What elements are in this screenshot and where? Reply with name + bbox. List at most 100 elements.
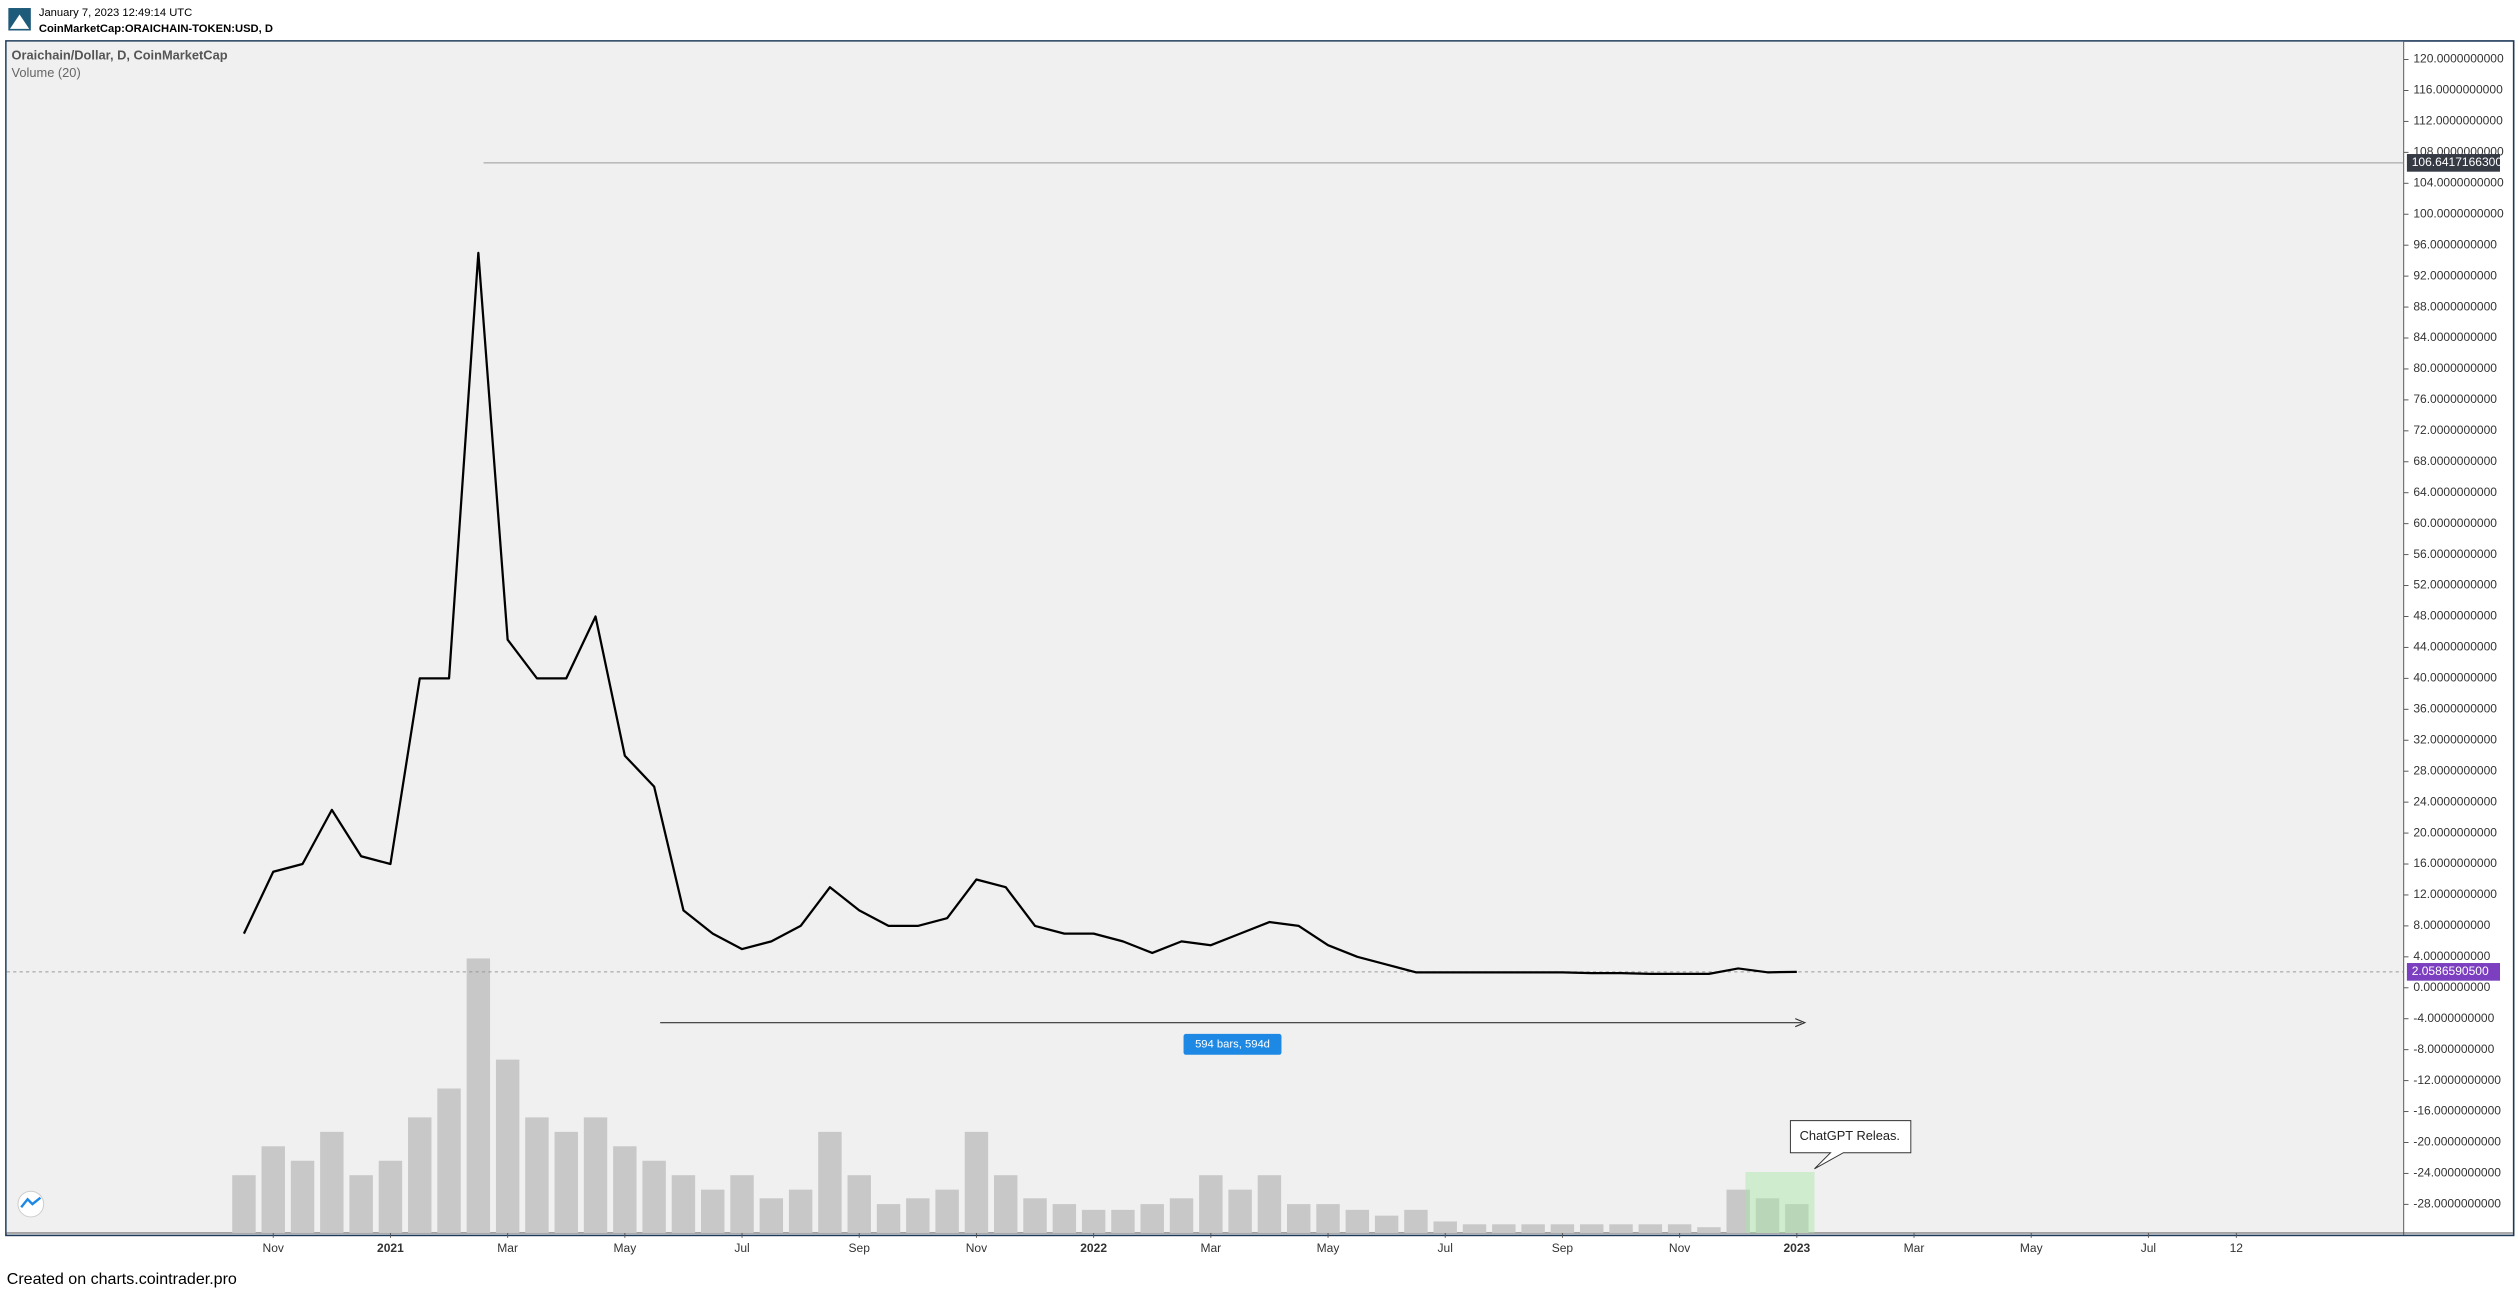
price-badge-text: 2.0586590500	[2412, 964, 2489, 978]
y-tick-label: 84.0000000000	[2413, 330, 2497, 344]
price-badge	[2406, 154, 2501, 172]
y-tick-label: 32.0000000000	[2413, 732, 2497, 746]
y-tick-label: 88.0000000000	[2413, 299, 2497, 313]
x-tick-label: Sep	[849, 1241, 871, 1255]
price-badge	[2406, 963, 2501, 981]
range-arrow-head	[1795, 1018, 1807, 1028]
volume-bar	[1052, 1204, 1077, 1233]
y-tick-label: 48.0000000000	[2413, 609, 2497, 623]
volume-pane	[232, 958, 1809, 1233]
y-tick-label: 16.0000000000	[2413, 856, 2497, 870]
volume-bar	[1462, 1224, 1487, 1233]
footer: Created on charts.cointrader.pro	[7, 1270, 237, 1288]
volume-bar	[1638, 1224, 1663, 1233]
x-tick-label: 2022	[1080, 1241, 1107, 1255]
volume-bar	[642, 1160, 666, 1233]
volume-bar	[1228, 1189, 1252, 1233]
y-tick-label: 24.0000000000	[2413, 794, 2497, 808]
y-tick-label: 76.0000000000	[2413, 392, 2497, 406]
volume-bar	[1667, 1224, 1692, 1233]
y-tick-label: 104.0000000000	[2413, 175, 2504, 189]
volume-bar	[1550, 1224, 1575, 1233]
y-tick-label: 8.0000000000	[2413, 918, 2490, 932]
volume-bar	[906, 1198, 930, 1233]
y-tick-label: -8.0000000000	[2413, 1042, 2494, 1056]
y-tick-label: 36.0000000000	[2413, 701, 2497, 715]
y-tick-label: 68.0000000000	[2413, 454, 2497, 468]
volume-bar	[994, 1175, 1018, 1233]
x-tick-label: Nov	[263, 1241, 284, 1255]
volume-bar	[495, 1059, 520, 1233]
volume-bar	[935, 1189, 959, 1233]
volume-bar	[1081, 1209, 1106, 1233]
x-tick-label: Mar	[1904, 1241, 1925, 1255]
volume-bar	[701, 1189, 725, 1233]
volume-bar	[1726, 1189, 1750, 1233]
y-tick-label: -16.0000000000	[2413, 1104, 2501, 1118]
x-tick-label: 2023	[1783, 1241, 1810, 1255]
volume-bar	[349, 1175, 373, 1233]
volume-bar	[1609, 1224, 1633, 1233]
volume-bar	[964, 1131, 989, 1233]
volume-bar	[788, 1189, 813, 1233]
logo	[8, 8, 31, 31]
volume-bar	[583, 1117, 608, 1233]
y-tick-label: 40.0000000000	[2413, 671, 2497, 685]
y-tick-label: 52.0000000000	[2413, 578, 2497, 592]
volume-bar	[378, 1160, 403, 1233]
y-tick-label: -20.0000000000	[2413, 1135, 2501, 1149]
volume-bar	[1199, 1175, 1223, 1233]
volume-bar	[1287, 1204, 1311, 1233]
y-tick-label: 12.0000000000	[2413, 887, 2497, 901]
y-tick-label: 28.0000000000	[2413, 763, 2497, 777]
volume-bar	[261, 1146, 285, 1233]
volume-bar	[466, 958, 491, 1233]
volume-bar	[818, 1131, 842, 1233]
y-tick-label: 60.0000000000	[2413, 516, 2497, 530]
volume-bar	[730, 1175, 754, 1233]
range-badge-text: 594 bars, 594d	[1195, 1038, 1270, 1050]
x-tick-label: May	[613, 1241, 636, 1255]
y-tick-label: 112.0000000000	[2413, 114, 2503, 128]
volume-bar	[1580, 1224, 1604, 1233]
x-tick-label: May	[1317, 1241, 1340, 1255]
chart-title: Oraichain/Dollar, D, CoinMarketCap	[12, 48, 228, 63]
volume-bar	[1697, 1227, 1721, 1233]
volume-bar	[1433, 1221, 1457, 1233]
y-tick-label: -28.0000000000	[2413, 1197, 2501, 1211]
volume-bar	[1374, 1215, 1399, 1233]
y-tick-label: 44.0000000000	[2413, 640, 2497, 654]
volume-bar	[1140, 1204, 1164, 1233]
price-line-series	[242, 251, 1797, 975]
overlays	[6, 162, 2404, 975]
y-tick-label: 64.0000000000	[2413, 485, 2497, 499]
x-tick-label: 12	[2230, 1241, 2244, 1255]
volume-bar	[759, 1198, 784, 1233]
volume-bar	[1111, 1209, 1135, 1233]
volume-bar	[847, 1175, 871, 1233]
volume-bar	[1316, 1204, 1340, 1233]
highlight-zone	[1745, 1171, 1815, 1233]
volume-bar	[876, 1204, 901, 1233]
header-datetime: January 7, 2023 12:49:14 UTC	[39, 7, 192, 19]
header-symbol: CoinMarketCap:ORAICHAIN-TOKEN:USD, D	[39, 23, 273, 35]
x-tick-label: 2021	[377, 1241, 404, 1255]
y-tick-label: 72.0000000000	[2413, 423, 2497, 437]
y-tick-label: 92.0000000000	[2413, 268, 2497, 282]
volume-bar	[232, 1175, 256, 1233]
volume-bar	[1169, 1198, 1194, 1233]
volume-bar	[1755, 1198, 1780, 1233]
volume-bar	[613, 1146, 637, 1233]
y-tick-label: 120.0000000000	[2413, 52, 2504, 66]
volume-bar	[1257, 1175, 1282, 1233]
volume-bar	[408, 1117, 432, 1233]
volume-bar	[1023, 1198, 1047, 1233]
app-icon-glyph	[20, 1196, 42, 1209]
x-tick-label: Jul	[734, 1241, 749, 1255]
volume-bar	[525, 1117, 549, 1233]
x-tick-label: May	[2020, 1241, 2043, 1255]
y-tick-label: 96.0000000000	[2413, 237, 2497, 251]
price-badge-text: 106.6417166300	[2412, 155, 2503, 169]
